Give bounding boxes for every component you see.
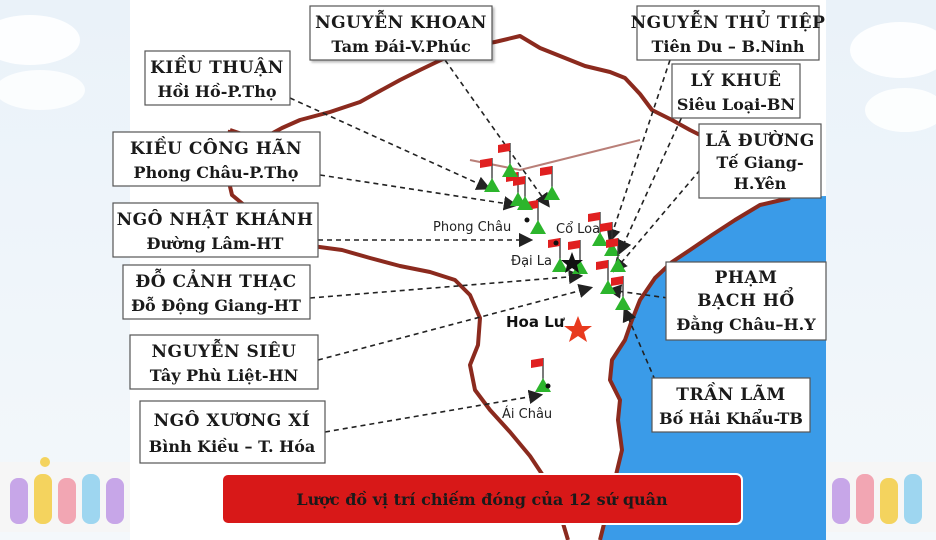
star-hoa-lu xyxy=(564,316,592,342)
box-pham-bach-ho: PHẠM BẠCH HỔ Đằng Châu–H.Y xyxy=(665,261,827,341)
arrow-pham-bach-ho xyxy=(606,284,669,299)
flag-marker xyxy=(480,158,500,192)
warlord-name-line2: BẠCH HỔ xyxy=(697,286,794,311)
box-nguyen-sieu: NGUYỄN SIÊU Tây Phù Liệt-HN xyxy=(129,334,319,390)
warlord-name: KIỀU CÔNG HÃN xyxy=(130,136,302,159)
arrow-tran-lam xyxy=(622,307,656,381)
warlord-place: Đằng Châu–H.Y xyxy=(676,314,816,334)
dot-ai-chau xyxy=(545,383,551,389)
box-ngo-nhat-khanh: NGÔ NHẬT KHÁNH Đường Lâm-HT xyxy=(112,202,319,258)
label-dai-la: Đại La xyxy=(511,254,552,269)
warlord-name: LÃ ĐƯỜNG xyxy=(705,129,815,151)
box-kieu-cong-han: KIỀU CÔNG HÃN Phong Châu-P.Thọ xyxy=(112,131,321,187)
flag-marker xyxy=(596,260,616,294)
flag-marker xyxy=(540,166,560,200)
flag-marker xyxy=(498,143,518,177)
label-co-loa: Cổ Loa xyxy=(556,222,600,237)
label-ai-chau: Ái Châu xyxy=(502,406,552,422)
star-dai-la xyxy=(561,252,583,273)
arrow-ly-khue xyxy=(618,109,686,255)
left-decoration xyxy=(0,15,130,532)
box-ly-khue: LÝ KHUÊ Siêu Loại-BN xyxy=(671,63,801,119)
label-hoa-lu: Hoa Lư xyxy=(506,313,565,331)
dot-dai-la xyxy=(553,240,559,246)
warlord-name: NGUYỄN SIÊU xyxy=(152,339,297,362)
box-nguyen-khoan: NGUYỄN KHOAN Tam Đái-V.Phúc xyxy=(309,5,493,61)
warlord-place: Tây Phù Liệt-HN xyxy=(150,366,299,385)
warlord-name: NGÔ NHẬT KHÁNH xyxy=(117,209,314,230)
warlord-name: PHẠM xyxy=(715,268,778,288)
arrow-do-canh-thac xyxy=(309,269,584,299)
box-do-canh-thac: ĐỖ CẢNH THẠC Đỗ Động Giang-HT xyxy=(122,264,311,320)
internal-border xyxy=(469,139,641,172)
box-tran-lam: TRẦN LÃM Bố Hải Khẩu-TB xyxy=(651,377,811,433)
box-nguyen-thu-tiep: NGUYỄN THỦ TIỆP Tiên Du – B.Ninh xyxy=(631,5,826,61)
arrow-kieu-cong-han xyxy=(319,174,519,211)
warlord-name: NGUYỄN THỦ TIỆP xyxy=(631,10,826,33)
warlord-place: Bố Hải Khẩu-TB xyxy=(659,407,803,428)
warlord-place: Bình Kiều – T. Hóa xyxy=(149,437,316,456)
arrow-nguyen-thu-tiep xyxy=(606,59,671,244)
warlord-place: Siêu Loại-BN xyxy=(677,95,795,114)
arrow-ngo-xuong-xi xyxy=(324,389,544,433)
warlord-name: KIỀU THUẬN xyxy=(150,55,284,78)
arrow-nguyen-khoan xyxy=(444,59,550,208)
warlord-name: ĐỖ CẢNH THẠC xyxy=(135,269,296,292)
right-decoration xyxy=(826,22,936,532)
arrow-la-duong xyxy=(612,169,701,273)
caption-bar: Lược đồ vị trí chiếm đóng của 12 sứ quân xyxy=(221,473,743,525)
box-ngo-xuong-xi: NGÔ XƯƠNG XÍ Bình Kiều – T. Hóa xyxy=(139,400,326,464)
dot-phong-chau xyxy=(524,217,530,223)
warlord-place: Đường Lâm-HT xyxy=(147,234,284,253)
flag-marker xyxy=(611,276,631,310)
flag-marker xyxy=(531,358,551,392)
arrows xyxy=(289,59,701,433)
warlord-place: Tế Giang- xyxy=(716,153,803,172)
box-kieu-thuan: KIỀU THUẬN Hồi Hồ-P.Thọ xyxy=(144,50,291,106)
warlord-place: Tam Đái-V.Phúc xyxy=(331,37,471,56)
warlord-place: Hồi Hồ-P.Thọ xyxy=(157,82,276,101)
warlord-place: Phong Châu-P.Thọ xyxy=(134,163,299,182)
label-phong-chau: Phong Châu xyxy=(433,220,511,235)
box-la-duong: LÃ ĐƯỜNG Tế Giang- H.Yên xyxy=(698,123,822,199)
warlord-place: Đỗ Động Giang-HT xyxy=(131,296,301,315)
warlord-name: NGUYỄN KHOAN xyxy=(315,10,487,33)
warlord-place-line2: H.Yên xyxy=(734,174,787,193)
arrow-nguyen-sieu xyxy=(317,283,594,361)
arrow-kieu-thuan xyxy=(289,97,491,190)
flag-marker xyxy=(513,176,533,210)
warlord-name: LÝ KHUÊ xyxy=(690,70,781,91)
caption-text: Lược đồ vị trí chiếm đóng của 12 sứ quân xyxy=(296,490,668,509)
warlord-markers xyxy=(480,143,631,392)
warlord-place: Tiên Du – B.Ninh xyxy=(651,37,804,56)
warlord-name: NGÔ XƯƠNG XÍ xyxy=(154,410,311,431)
flag-marker xyxy=(606,238,626,272)
warlord-name: TRẦN LÃM xyxy=(676,382,785,405)
